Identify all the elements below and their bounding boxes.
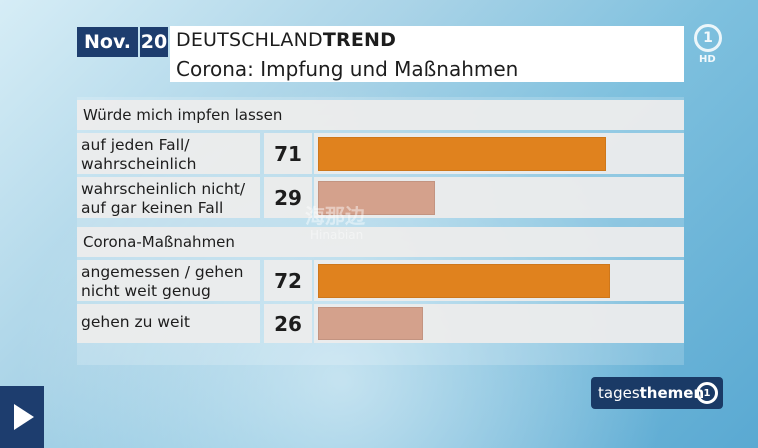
play-icon xyxy=(14,404,34,430)
data-label: 26 xyxy=(264,304,312,343)
data-label: 72 xyxy=(264,260,312,301)
row-label: auf jeden Fall/ wahrscheinlich xyxy=(77,133,260,174)
row-label: angemessen / gehen nicht weit genug xyxy=(77,260,260,301)
play-button[interactable] xyxy=(0,386,44,448)
chart-subtitle: Corona: Impfung und Maßnahmen xyxy=(176,57,519,81)
page-title-bold: TREND xyxy=(322,29,397,51)
data-label: 71 xyxy=(264,133,312,174)
ard-logo-icon: 1 xyxy=(694,24,722,52)
tagesthemen-regular: tages xyxy=(598,384,640,402)
row-label-line: gehen zu weit xyxy=(81,313,190,331)
row-label-line: wahrscheinlich nicht/ xyxy=(81,180,246,198)
data-label: 29 xyxy=(264,177,312,218)
hd-label: HD xyxy=(699,54,716,65)
bar-vaccinate-yes xyxy=(318,137,606,171)
title-bar: DEUTSCHLANDTREND Corona: Impfung und Maß… xyxy=(170,26,684,82)
row-label-line: nicht weit genug xyxy=(81,282,211,300)
section-label-measures: Corona-Maßnahmen xyxy=(77,227,684,257)
tagesthemen-ring-icon: 1 xyxy=(696,382,718,404)
section-label-vaccination: Würde mich impfen lassen xyxy=(77,100,684,130)
row-label-line: auf gar keinen Fall xyxy=(81,199,224,217)
row-label-line: auf jeden Fall/ xyxy=(81,136,190,154)
row-label: wahrscheinlich nicht/ auf gar keinen Fal… xyxy=(77,177,260,218)
row-label: gehen zu weit xyxy=(77,304,260,343)
row-label-line: angemessen / gehen xyxy=(81,263,244,281)
survey-year: 20 xyxy=(140,27,168,57)
tagesthemen-bold: themen xyxy=(639,384,705,402)
page-title: DEUTSCHLANDTREND xyxy=(176,29,396,51)
watermark: 海那边 xyxy=(305,204,365,228)
survey-month: Nov. xyxy=(77,27,138,57)
bar-measures-appropriate xyxy=(318,264,610,298)
row-label-line: wahrscheinlich xyxy=(81,155,197,173)
bar-vaccinate-no xyxy=(318,181,435,215)
page-title-regular: DEUTSCHLAND xyxy=(176,29,323,51)
bar-measures-too-far xyxy=(318,307,423,340)
watermark-sub: Hinabian xyxy=(310,228,364,242)
